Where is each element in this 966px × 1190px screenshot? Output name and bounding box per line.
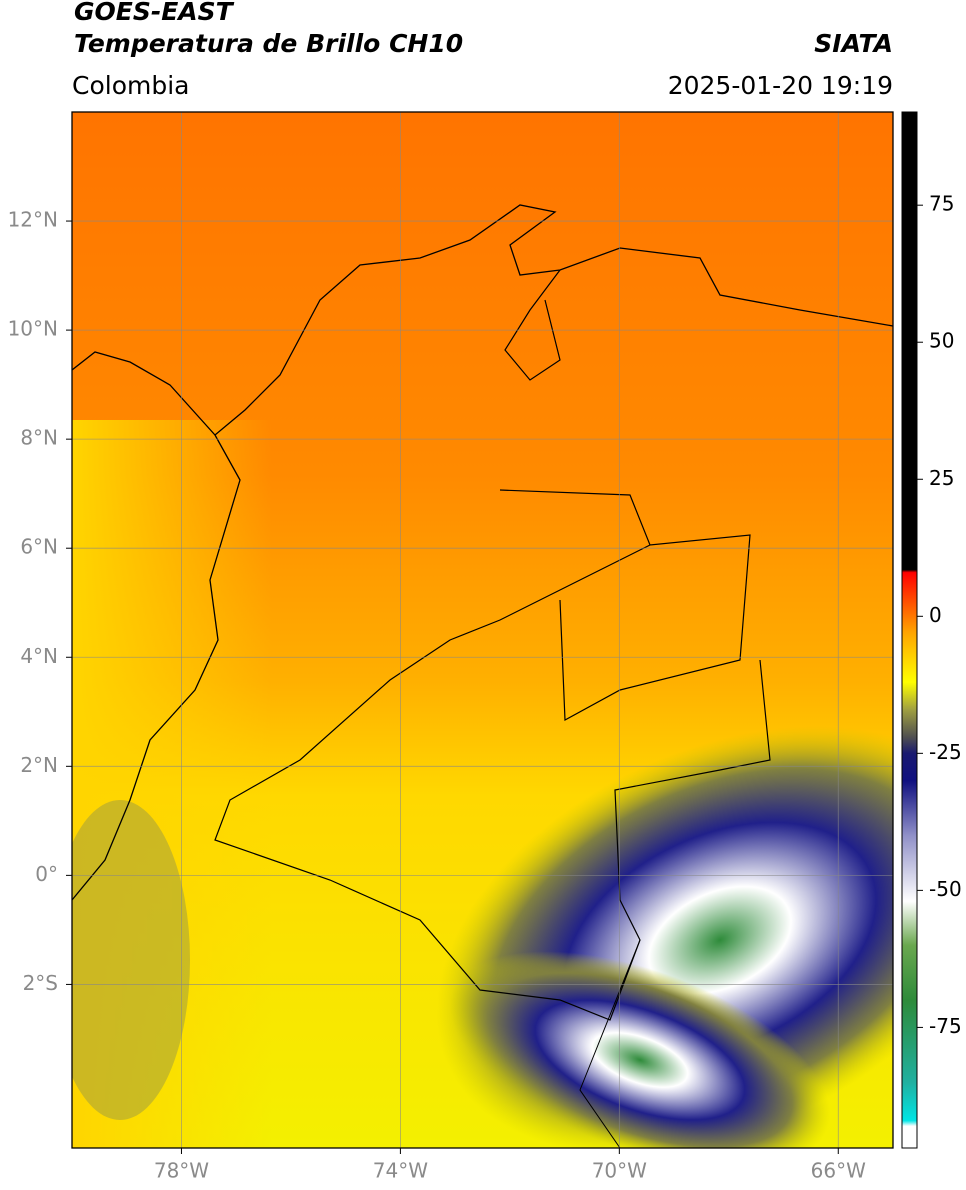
y-tick-label: 8°N — [20, 426, 58, 450]
title: GOES-EAST — [74, 0, 235, 26]
colorbar-label: 25 — [929, 466, 954, 490]
y-tick-label: 12°N — [8, 208, 58, 232]
y-tick-label: 2°N — [20, 753, 58, 777]
map-image — [72, 112, 893, 1148]
subtitle: Temperatura de Brillo CH10 — [74, 29, 463, 58]
datetime: 2025-01-20 19:19 — [668, 71, 893, 100]
region: Colombia — [72, 71, 189, 100]
y-tick-label: 6°N — [20, 535, 58, 559]
colorbar-label: 0 — [929, 603, 942, 627]
y-tick-label: 4°N — [20, 644, 58, 668]
y-tick-label: 10°N — [8, 317, 58, 341]
colorbar-label: -25 — [929, 740, 962, 764]
colorbar-label: 50 — [929, 329, 954, 353]
x-tick-label: 66°W — [811, 1159, 866, 1183]
x-tick-label: 70°W — [592, 1159, 647, 1183]
colorbar — [901, 111, 918, 1149]
x-tick-label: 78°W — [154, 1159, 209, 1183]
map-frame — [71, 111, 894, 1149]
colorbar-label: 75 — [929, 192, 954, 216]
x-tick-label: 74°W — [373, 1159, 428, 1183]
y-tick-label: 2°S — [23, 971, 58, 995]
source: SIATA — [814, 29, 893, 58]
colorbar-label: -75 — [929, 1014, 962, 1038]
colorbar-label: -50 — [929, 877, 962, 901]
y-tick-label: 0° — [35, 862, 58, 886]
